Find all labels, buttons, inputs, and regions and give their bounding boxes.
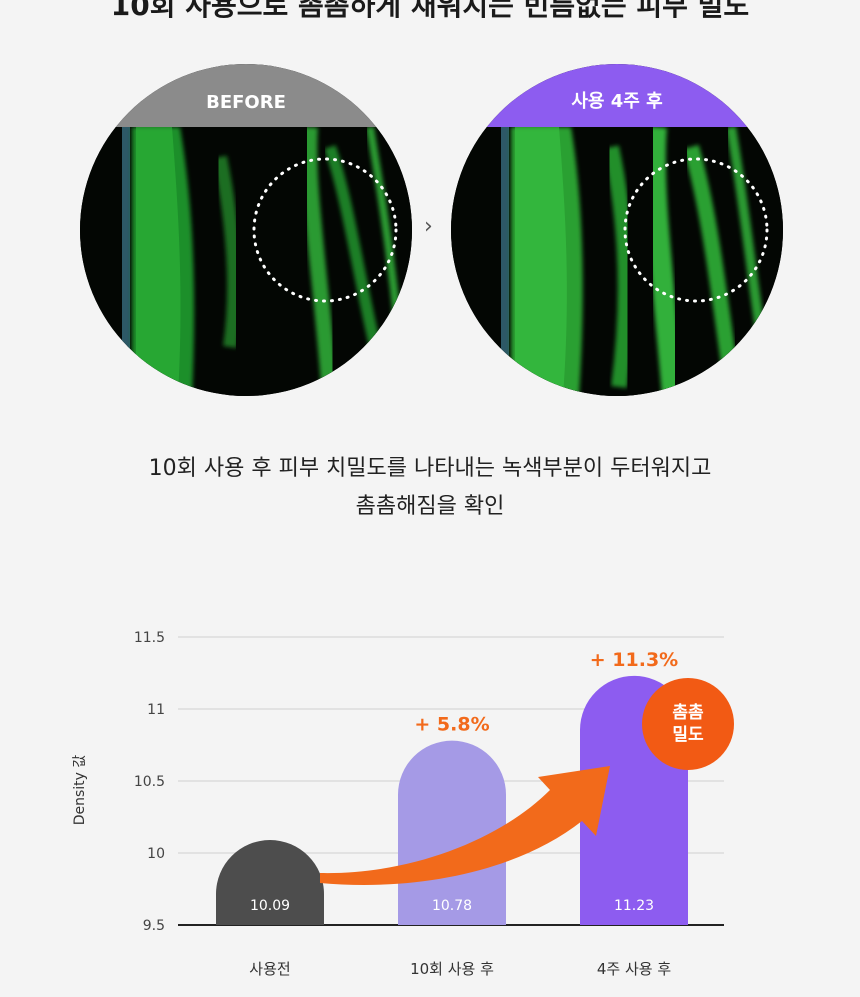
after-scan-image xyxy=(451,127,783,396)
y-tick-label: 11.5 xyxy=(134,630,165,646)
growth-arrow xyxy=(320,766,610,885)
badge-text: 촘촘 xyxy=(672,703,704,723)
after-label: 사용 4주 후 xyxy=(451,64,783,127)
after-image: 사용 4주 후 xyxy=(451,64,783,396)
bar-value-label: 10.09 xyxy=(250,898,290,914)
increase-annotation: + 11.3% xyxy=(590,649,678,671)
before-label: BEFORE xyxy=(80,64,412,127)
category-label: 4주 사용 후 xyxy=(597,960,671,978)
badge-text: 밀도 xyxy=(672,724,704,745)
bar-1 xyxy=(216,840,324,925)
description-line1: 10회 사용 후 피부 치밀도를 나타내는 녹색부분이 두터워지고 xyxy=(148,456,712,481)
category-label: 10회 사용 후 xyxy=(410,960,494,978)
increase-annotation: + 5.8% xyxy=(414,714,489,736)
chevron-right-icon: › xyxy=(424,214,433,239)
page-title: 10회 사용으로 촘촘하게 채워지는 빈틈없는 피부 밀도 xyxy=(110,0,750,22)
density-badge xyxy=(642,678,734,770)
y-tick-label: 10.5 xyxy=(134,774,165,790)
y-tick-label: 10 xyxy=(147,846,165,862)
description: 10회 사용 후 피부 치밀도를 나타내는 녹색부분이 두터워지고 촘촘해짐을 … xyxy=(0,450,860,526)
bar-value-label: 11.23 xyxy=(614,898,654,914)
before-image: BEFORE xyxy=(80,64,412,396)
y-axis-label: Density 값 xyxy=(72,755,88,826)
y-tick-label: 9.5 xyxy=(143,918,165,934)
before-scan-image xyxy=(80,127,412,396)
bar-value-label: 10.78 xyxy=(432,898,472,914)
description-line2: 촘촘해짐을 확인 xyxy=(355,494,505,519)
y-tick-label: 11 xyxy=(147,702,165,718)
category-label: 사용전 xyxy=(249,960,290,978)
